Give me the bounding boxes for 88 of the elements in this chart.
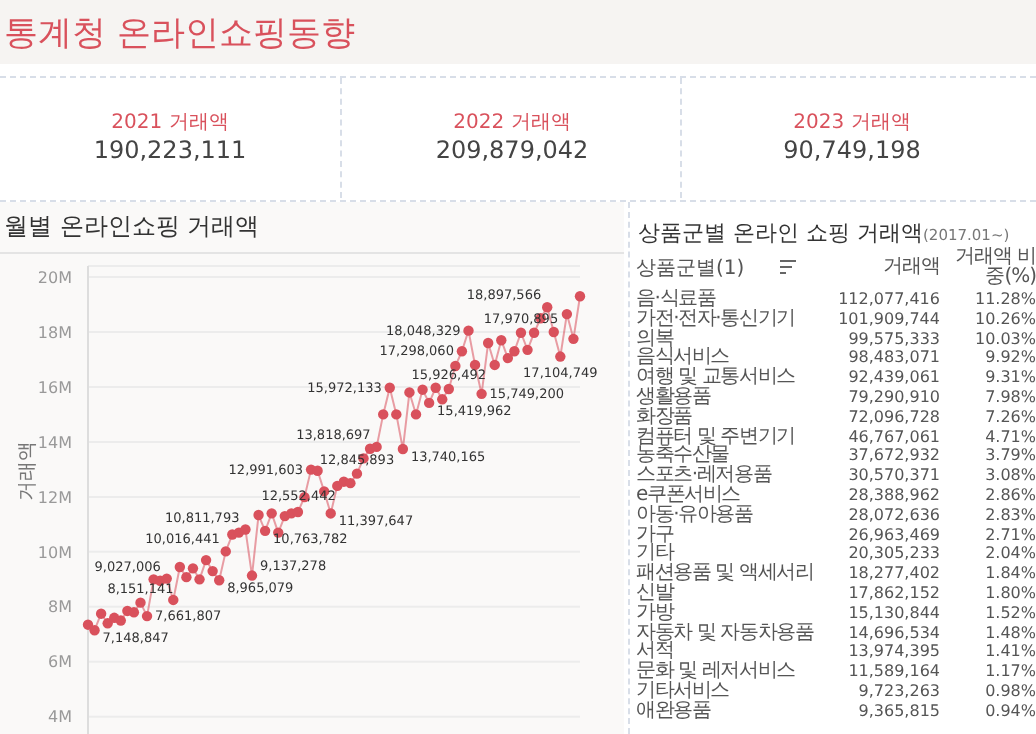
- category-label: 기타서비스: [636, 679, 732, 702]
- y-tick-label: 20M: [37, 268, 73, 287]
- data-label: 37,672,932: [846, 446, 940, 467]
- data-label: 1.48%: [983, 623, 1036, 643]
- category-label: 생활용품: [636, 385, 713, 408]
- y-axis-title: 거래액: [17, 441, 40, 501]
- text: 거래액: [881, 256, 940, 278]
- data-label: 14,696,534: [846, 623, 940, 643]
- data-label: 11.28%: [972, 290, 1036, 310]
- data-label: 3.79%: [983, 446, 1036, 467]
- data-label: 20,305,233: [846, 544, 940, 565]
- data-label: 0.98%: [983, 681, 1036, 702]
- data-label: 2.83%: [983, 505, 1036, 526]
- data-label: 0.94%: [983, 701, 1036, 722]
- category-label: 문화 및 레저서비스: [636, 660, 797, 683]
- category-label: e쿠폰서비스: [636, 483, 740, 506]
- category-label: 스포츠·레저용품: [636, 464, 774, 487]
- data-label: 2.04%: [983, 544, 1036, 565]
- category-label: 의복: [636, 327, 674, 350]
- category-label: 가구: [636, 523, 674, 546]
- category-label: 가전·전자·통신기기: [636, 307, 797, 330]
- category-label: 기타: [636, 542, 675, 565]
- category-label: 여행 및 교통서비스: [636, 366, 797, 389]
- y-tick-label: 6M: [48, 653, 73, 672]
- category-label: 음·식료품: [636, 288, 716, 310]
- data-label: 9.92%: [983, 348, 1036, 369]
- data-label: 13,974,395: [846, 642, 940, 663]
- category-label: 가방: [636, 601, 675, 624]
- y-tick-label: 4M: [48, 708, 73, 727]
- chart-title: 월별 온라인쇼핑 거래액: [4, 210, 260, 244]
- data-label: 2.71%: [983, 525, 1036, 545]
- category-label: 서적: [636, 640, 674, 663]
- data-label: 7.98%: [983, 387, 1036, 408]
- data-label: 4.71%: [983, 427, 1036, 447]
- data-label: 3.08%: [983, 466, 1036, 486]
- data-label: 18,277,402: [846, 564, 940, 584]
- data-label: 1.17%: [983, 662, 1036, 682]
- y-tick-label: 10M: [37, 543, 73, 562]
- data-label: 46,767,061: [846, 427, 940, 447]
- data-label: 1.52%: [983, 603, 1036, 624]
- text: 거래액 비중(%): [952, 246, 1036, 288]
- data-label: 1.80%: [983, 583, 1036, 604]
- data-label: 28,388,962: [846, 485, 940, 506]
- data-label: 190,223,111: [91, 136, 249, 164]
- data-label: 26,963,469: [846, 525, 940, 545]
- category-label: 농축수산물: [636, 444, 730, 467]
- category-label: 컴퓨터 및 주변기기: [636, 425, 797, 448]
- data-label: 11,589,164: [846, 662, 940, 682]
- category-label: 신발: [636, 581, 677, 604]
- y-tick-label: 8M: [48, 598, 73, 617]
- data-label: 101,909,744: [836, 309, 940, 330]
- category-label: 2021 거래액: [109, 110, 231, 136]
- data-label: 1.84%: [983, 564, 1036, 584]
- category-label: 패션용품 및 액세서리: [636, 562, 816, 585]
- data-label: 72,096,728: [846, 407, 940, 428]
- category-label: 아동·유아용품: [636, 503, 755, 526]
- data-label: 9,723,263: [856, 681, 940, 702]
- data-label: 9,365,815: [856, 701, 940, 722]
- y-tick-label: 12M: [37, 488, 73, 507]
- data-label: 92,439,061: [846, 368, 940, 388]
- data-label: 90,749,198: [781, 136, 923, 164]
- y-tick-label: 14M: [37, 433, 73, 452]
- text: 통계청 온라인쇼핑동향: [4, 12, 355, 56]
- category-label: 애완용품: [636, 699, 713, 722]
- data-label: 1.41%: [983, 642, 1036, 663]
- data-label: 112,077,416: [836, 290, 940, 310]
- data-label: 7.26%: [983, 407, 1036, 428]
- category-label: 음식서비스: [636, 346, 730, 369]
- data-label: 10.26%: [972, 309, 1036, 330]
- text: 상품군별(1): [636, 256, 747, 282]
- text: 상품군별 온라인 쇼핑 거래액: [638, 220, 923, 246]
- data-label: 99,575,333: [846, 329, 940, 349]
- data-label: 28,072,636: [846, 505, 940, 526]
- category-label: 2023 거래액: [791, 110, 913, 136]
- data-label: 17,862,152: [846, 583, 940, 604]
- data-label: 9.31%: [983, 368, 1036, 388]
- data-label: 79,290,910: [846, 387, 940, 408]
- data-label: 30,570,371: [846, 466, 940, 486]
- y-tick-label: 16M: [37, 378, 73, 397]
- y-tick-label: 18M: [37, 323, 73, 342]
- category-label: 2022 거래액: [451, 110, 573, 136]
- data-label: 15,130,844: [846, 603, 940, 624]
- category-label: 화장품: [636, 405, 694, 428]
- data-label: 209,879,042: [433, 136, 591, 164]
- category-label: 자동차 및 자동차용품: [636, 621, 816, 644]
- data-label: 98,483,071: [846, 348, 940, 369]
- data-label: 10.03%: [972, 329, 1036, 349]
- data-label: 2.86%: [983, 485, 1036, 506]
